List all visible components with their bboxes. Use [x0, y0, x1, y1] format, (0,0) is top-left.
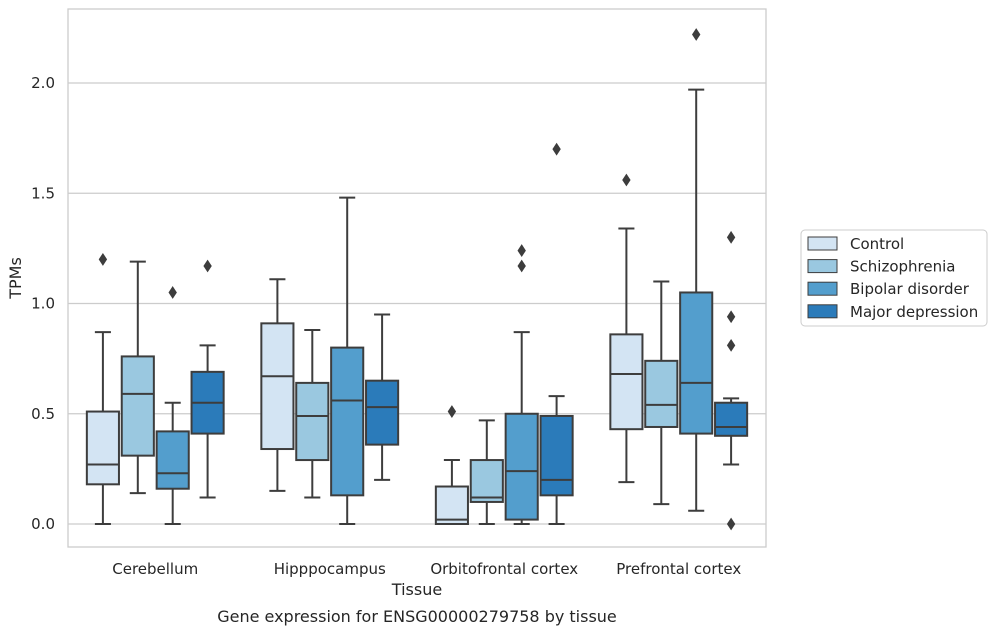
- legend-label: Control: [850, 235, 904, 253]
- outlier-point: [726, 230, 736, 244]
- outlier-point: [98, 252, 108, 266]
- outlier-point: [517, 259, 526, 273]
- legend-label: Bipolar disorder: [850, 280, 970, 298]
- chart-caption: Gene expression for ENSG00000279758 by t…: [217, 607, 617, 626]
- legend: Control Schizophrenia Bipolar disorder Majo…: [800, 229, 988, 327]
- box-group: [120, 260, 155, 495]
- outlier-point: [622, 173, 631, 187]
- legend-label: Major depression: [850, 303, 978, 321]
- outlier-point: [203, 259, 212, 273]
- box-group: [504, 244, 539, 525]
- box-iqr: [330, 346, 365, 497]
- y-tick-label: 1.5: [31, 184, 55, 202]
- box-group: [434, 405, 469, 526]
- legend-swatch: [807, 259, 838, 274]
- y-axis-label: TPMs: [6, 257, 25, 300]
- outlier-point: [517, 244, 526, 257]
- x-tick-label: Orbitofrontal cortex: [430, 560, 578, 578]
- box-iqr: [714, 401, 749, 437]
- box-group: [330, 196, 365, 525]
- outlier-point: [726, 310, 736, 324]
- box-group: [469, 419, 504, 525]
- outlier-point: [447, 405, 457, 418]
- x-tick-label: Cerebellum: [112, 560, 198, 578]
- legend-label: Schizophrenia: [850, 258, 955, 276]
- box-group: [190, 259, 225, 499]
- box-group: [155, 286, 190, 525]
- box-iqr: [260, 322, 295, 451]
- box-iqr: [539, 414, 574, 497]
- box-group: [609, 173, 644, 484]
- box-iqr: [155, 430, 190, 490]
- legend-swatch: [807, 304, 838, 319]
- box-iqr: [504, 412, 539, 521]
- box-group: [644, 280, 679, 506]
- box-group: [714, 230, 749, 531]
- y-tick-labels: 0.0 0.5 1.0 1.5 2.0: [31, 74, 55, 533]
- box-iqr: [295, 381, 330, 462]
- x-tick-labels: Cerebellum Hipppocampus Orbitofrontal cort…: [112, 560, 741, 578]
- y-tick-label: 0.0: [31, 515, 55, 533]
- box-iqr: [120, 355, 155, 457]
- gridlines: [68, 82, 766, 525]
- box-group: [295, 328, 330, 499]
- box-iqr: [679, 291, 714, 435]
- box-group: [85, 252, 120, 525]
- box-iqr: [469, 459, 504, 503]
- x-tick-label: Hipppocampus: [274, 560, 386, 578]
- y-tick-label: 0.5: [31, 405, 55, 423]
- x-tick-label: Prefrontal cortex: [616, 560, 741, 578]
- outlier-point: [692, 28, 701, 41]
- y-tick-label: 2.0: [31, 74, 55, 92]
- box-group: [365, 313, 400, 481]
- boxes: [85, 28, 749, 531]
- legend-swatch: [807, 281, 838, 296]
- box-group: [539, 142, 574, 525]
- x-axis-label: Tissue: [391, 580, 442, 599]
- legend-frame: [800, 229, 988, 327]
- plot-frame: [67, 8, 767, 548]
- outlier-point: [726, 338, 736, 352]
- outlier-point: [552, 142, 561, 156]
- box-group: [679, 28, 714, 512]
- legend-swatch: [807, 236, 838, 251]
- outlier-point: [168, 286, 177, 299]
- y-tick-label: 1.0: [31, 295, 55, 313]
- box-iqr: [644, 359, 679, 428]
- outlier-point: [726, 517, 736, 531]
- box-iqr: [609, 333, 644, 431]
- box-group: [260, 278, 295, 492]
- box-iqr: [85, 410, 120, 486]
- box-iqr: [434, 485, 469, 526]
- box-iqr: [365, 379, 400, 446]
